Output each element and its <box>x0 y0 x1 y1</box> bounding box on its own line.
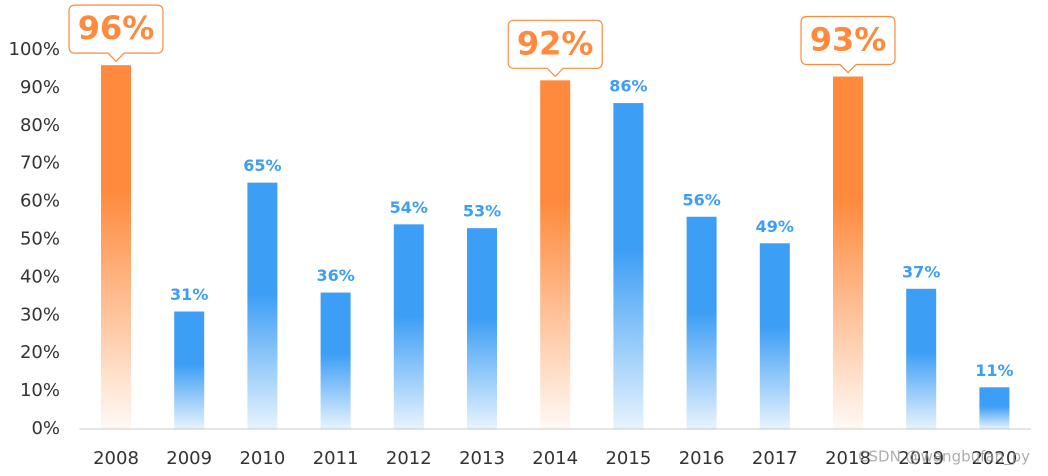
x-tick-label: 2015 <box>605 448 651 469</box>
bar <box>979 387 1010 429</box>
y-tick-label: 30% <box>20 304 60 325</box>
bar <box>393 224 424 429</box>
value-label: 11% <box>975 361 1013 380</box>
value-label: 86% <box>609 77 647 96</box>
x-tick-label: 2012 <box>386 448 432 469</box>
bar <box>686 216 717 429</box>
callout <box>507 19 603 78</box>
x-tick-label: 2009 <box>166 448 212 469</box>
bar <box>540 80 571 429</box>
y-tick-label: 80% <box>20 115 60 136</box>
x-tick-label: 2013 <box>459 448 505 469</box>
x-tick-label: 2019 <box>898 448 944 469</box>
value-label: 53% <box>463 202 501 221</box>
bar <box>101 65 131 429</box>
bar <box>613 103 644 429</box>
bar <box>833 76 863 429</box>
value-label: 31% <box>170 285 208 304</box>
x-tick-label: 2014 <box>532 448 578 469</box>
value-label: 54% <box>390 198 428 217</box>
x-tick-label: 2018 <box>825 448 871 469</box>
y-tick-label: 0% <box>31 418 60 439</box>
x-tick-label: 2010 <box>239 448 285 469</box>
value-label: 96% <box>78 9 155 47</box>
bar <box>320 292 351 429</box>
y-tick-label: 90% <box>20 77 60 98</box>
y-tick-label: 50% <box>20 229 60 250</box>
value-label: 37% <box>902 262 940 281</box>
x-tick-label: 2016 <box>679 448 725 469</box>
bar <box>759 243 790 429</box>
watermark: CSDN @wangbufan_py <box>858 448 1030 467</box>
value-label: 92% <box>517 24 594 62</box>
x-tick-label: 2017 <box>752 448 798 469</box>
bar <box>247 182 278 429</box>
value-label: 36% <box>316 266 354 285</box>
x-tick-label: 2008 <box>93 448 139 469</box>
value-label: 65% <box>243 156 281 175</box>
y-tick-label: 100% <box>9 39 60 60</box>
x-tick-label: 2020 <box>971 448 1017 469</box>
bar <box>906 288 937 429</box>
y-tick-label: 10% <box>20 380 60 401</box>
y-tick-label: 70% <box>20 153 60 174</box>
value-label: 49% <box>756 217 794 236</box>
y-tick-label: 20% <box>20 342 60 363</box>
value-label: 56% <box>682 190 720 209</box>
y-tick-label: 60% <box>20 191 60 212</box>
callout <box>68 4 164 63</box>
y-tick-label: 40% <box>20 266 60 287</box>
bar <box>467 228 497 429</box>
callout <box>800 15 896 74</box>
bar <box>174 311 205 429</box>
value-label: 93% <box>810 21 887 59</box>
x-tick-label: 2011 <box>313 448 359 469</box>
